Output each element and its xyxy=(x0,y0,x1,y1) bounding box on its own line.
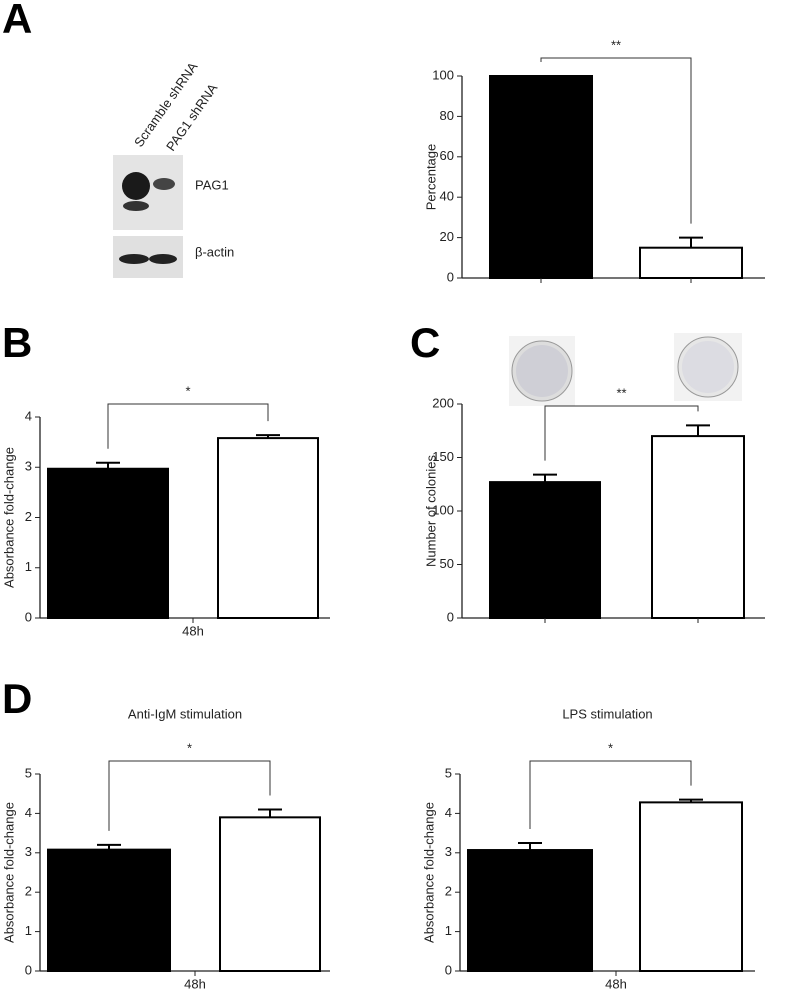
panel-label: D xyxy=(2,675,32,722)
significance-label: ** xyxy=(616,385,626,400)
y-tick-label: 0 xyxy=(445,962,452,977)
y-axis-label: Absorbance fold-change xyxy=(421,802,436,943)
y-tick-label: 2 xyxy=(445,884,452,899)
y-tick-label: 4 xyxy=(25,408,32,423)
y-tick-label: 0 xyxy=(447,609,454,624)
bar xyxy=(639,246,743,279)
bar xyxy=(489,75,593,279)
y-axis-label: Absorbance fold-change xyxy=(1,802,16,943)
y-tick-label: 1 xyxy=(25,923,32,938)
band-label: β-actin xyxy=(195,244,234,259)
y-tick-label: 1 xyxy=(25,559,32,574)
y-tick-label: 200 xyxy=(432,395,454,410)
bar xyxy=(467,849,593,972)
panel-label: C xyxy=(410,319,440,366)
bar xyxy=(639,801,743,972)
significance-bracket xyxy=(107,403,269,449)
significance-bracket xyxy=(540,57,692,224)
y-axis-label: Number of colonies xyxy=(423,455,438,567)
y-tick-label: 20 xyxy=(440,229,454,244)
y-tick-label: 60 xyxy=(440,148,454,163)
bar xyxy=(217,437,319,620)
colony-image xyxy=(509,336,575,406)
y-tick-label: 2 xyxy=(25,884,32,899)
y-tick-label: 50 xyxy=(440,556,454,571)
y-tick-label: 4 xyxy=(25,805,32,820)
y-tick-label: 2 xyxy=(25,509,32,524)
y-axis-label: Percentage xyxy=(423,144,438,211)
y-tick-label: 0 xyxy=(25,962,32,977)
colony-image xyxy=(674,333,742,401)
y-tick-label: 150 xyxy=(432,449,454,464)
bar xyxy=(219,816,321,973)
y-axis-label: Absorbance fold-change xyxy=(1,447,16,588)
bar xyxy=(651,435,745,619)
significance-label: * xyxy=(608,740,613,755)
bar xyxy=(489,481,601,619)
significance-bracket xyxy=(529,760,692,829)
y-tick-label: 0 xyxy=(25,609,32,624)
y-tick-label: 3 xyxy=(445,844,452,859)
significance-label: * xyxy=(187,740,192,755)
y-tick-label: 0 xyxy=(447,269,454,284)
panel-label: A xyxy=(2,0,32,42)
bar xyxy=(47,467,169,619)
y-tick-label: 100 xyxy=(432,67,454,82)
y-tick-label: 100 xyxy=(432,502,454,517)
y-tick-label: 3 xyxy=(25,844,32,859)
significance-label: * xyxy=(185,383,190,398)
x-axis-label: 48h xyxy=(605,976,627,991)
significance-bracket xyxy=(108,760,271,831)
bar xyxy=(47,848,171,973)
panel-label: B xyxy=(2,319,32,366)
y-tick-label: 1 xyxy=(445,923,452,938)
x-axis-label: 48h xyxy=(184,976,206,991)
western-blot xyxy=(113,155,183,278)
chart-title: LPS stimulation xyxy=(562,706,652,721)
lane-label: Scramble shRNA xyxy=(131,59,201,150)
x-axis-label: 48h xyxy=(182,623,204,638)
significance-label: ** xyxy=(611,37,621,52)
band-label: PAG1 xyxy=(195,177,229,192)
y-tick-label: 80 xyxy=(440,108,454,123)
y-tick-label: 40 xyxy=(440,189,454,204)
y-tick-label: 4 xyxy=(445,805,452,820)
significance-bracket xyxy=(544,405,699,461)
chart-title: Anti-IgM stimulation xyxy=(128,706,242,721)
y-tick-label: 3 xyxy=(25,459,32,474)
y-tick-label: 5 xyxy=(25,765,32,780)
y-tick-label: 5 xyxy=(445,765,452,780)
